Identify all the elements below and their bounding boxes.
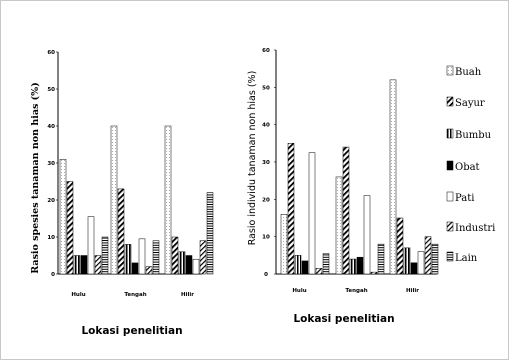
legend: Buah Sayur Bumbu Obat Pati Industri Lain (446, 65, 495, 264)
legend-label-bumbu: Bumbu (455, 130, 492, 141)
left-bar-bumbu-tengah (124, 244, 132, 275)
legend-label-sayur: Sayur (455, 98, 485, 109)
left-category-label-hulu: Hulu (71, 292, 85, 298)
left-bar-industri-tengah (145, 266, 153, 275)
left-y-tick-label: 60 (47, 50, 55, 56)
left-bar-pati-hilir (192, 258, 200, 275)
legend-swatch-buah (446, 65, 454, 76)
right-bar-lain-hulu (322, 253, 330, 275)
legend-item-buah: Buah (446, 65, 482, 78)
right-category-label-tengah: Tengah (345, 288, 367, 294)
legend-swatch-industri (446, 221, 454, 232)
right-y-tick-label: 40 (262, 123, 270, 129)
legend-item-pati: Pati (446, 191, 474, 204)
left-bar-sayur-tengah (117, 188, 125, 275)
right-y-tick-label: 30 (262, 160, 270, 166)
right-x-axis-title: Lokasi penelitian (293, 313, 394, 325)
legend-swatch-obat (446, 160, 454, 171)
left-category-label-hilir: Hilir (181, 292, 194, 298)
left-bar-obat-tengah (131, 262, 139, 275)
left-bar-industri-hilir (199, 240, 207, 275)
left-bar-buah-hilir (164, 125, 172, 275)
left-bar-lain-hilir (206, 192, 214, 275)
left-bar-industri-hulu (94, 255, 102, 275)
legend-swatch-sayur (446, 96, 454, 107)
right-bar-pati-hulu (308, 152, 316, 275)
right-y-tick-label: 0 (264, 272, 268, 278)
left-bar-bumbu-hilir (178, 251, 186, 275)
legend-label-buah: Buah (455, 67, 482, 78)
left-bar-pati-tengah (138, 238, 146, 275)
right-bar-industri-tengah (370, 271, 378, 275)
right-bar-pati-hilir (417, 251, 425, 275)
right-bar-buah-tengah (335, 176, 343, 275)
chart-right: Rasio individu tanaman non hias (%) Loka… (247, 48, 439, 325)
left-bar-sayur-hilir (171, 236, 179, 275)
legend-item-industri: Industri (446, 221, 495, 234)
left-y-tick-label: 20 (47, 198, 55, 204)
right-y-axis-title: Rasio individu tanaman non hias (%) (247, 71, 258, 246)
chart-left: Rasio spesies tanaman non hias (%) Lokas… (30, 50, 214, 337)
right-bar-pati-tengah (363, 195, 371, 275)
left-bar-buah-tengah (110, 125, 118, 275)
right-y-tick-label: 10 (262, 235, 270, 241)
left-x-axis-title: Lokasi penelitian (81, 325, 182, 337)
legend-label-pati: Pati (455, 193, 474, 204)
legend-item-obat: Obat (446, 160, 480, 173)
right-category-label-hilir: Hilir (406, 288, 419, 294)
left-bar-bumbu-hulu (73, 255, 81, 275)
right-bar-lain-tengah (377, 243, 385, 275)
legend-item-lain: Lain (446, 251, 478, 264)
right-y-tick-label: 20 (262, 197, 270, 203)
right-bar-buah-hulu (280, 214, 288, 275)
left-y-tick-label: 40 (47, 124, 55, 130)
right-bar-bumbu-tengah (349, 258, 357, 275)
left-category-label-tengah: Tengah (124, 292, 146, 298)
left-bar-lain-hulu (101, 236, 109, 275)
right-bar-bumbu-hilir (403, 247, 411, 275)
right-bar-sayur-hilir (396, 217, 404, 275)
legend-label-industri: Industri (455, 223, 495, 234)
left-y-tick-label: 10 (47, 235, 55, 241)
legend-item-sayur: Sayur (446, 96, 485, 109)
left-y-axis-title: Rasio spesies tanaman non hias (%) (30, 82, 41, 273)
right-bar-bumbu-hulu (294, 255, 302, 275)
right-bar-obat-tengah (356, 256, 364, 275)
right-y-tick-label: 50 (262, 85, 270, 91)
left-y-tick-label: 30 (47, 161, 55, 167)
right-category-label-hulu: Hulu (292, 288, 306, 294)
left-y-tick-label: 50 (47, 87, 55, 93)
left-bar-buah-hulu (59, 159, 67, 275)
left-bar-obat-hulu (80, 255, 88, 275)
right-bar-industri-hilir (424, 236, 432, 275)
left-bar-obat-hilir (185, 255, 193, 275)
legend-item-bumbu: Bumbu (446, 128, 492, 141)
legend-label-lain: Lain (455, 253, 478, 264)
right-bar-lain-hilir (431, 243, 439, 275)
right-bar-industri-hulu (315, 268, 323, 275)
right-y-tick-label: 60 (262, 48, 270, 54)
right-bar-obat-hulu (301, 260, 309, 275)
left-bar-sayur-hulu (66, 181, 74, 275)
left-y-tick-label: 0 (51, 272, 55, 278)
left-bar-lain-tengah (152, 240, 160, 275)
legend-swatch-pati (446, 191, 454, 202)
right-bar-sayur-tengah (342, 146, 350, 275)
legend-label-obat: Obat (455, 162, 480, 173)
right-bar-buah-hilir (389, 79, 397, 275)
left-bar-pati-hulu (87, 216, 95, 275)
legend-swatch-bumbu (446, 128, 454, 139)
right-bar-sayur-hulu (287, 143, 295, 275)
legend-swatch-lain (446, 251, 454, 262)
right-bar-obat-hilir (410, 262, 418, 275)
